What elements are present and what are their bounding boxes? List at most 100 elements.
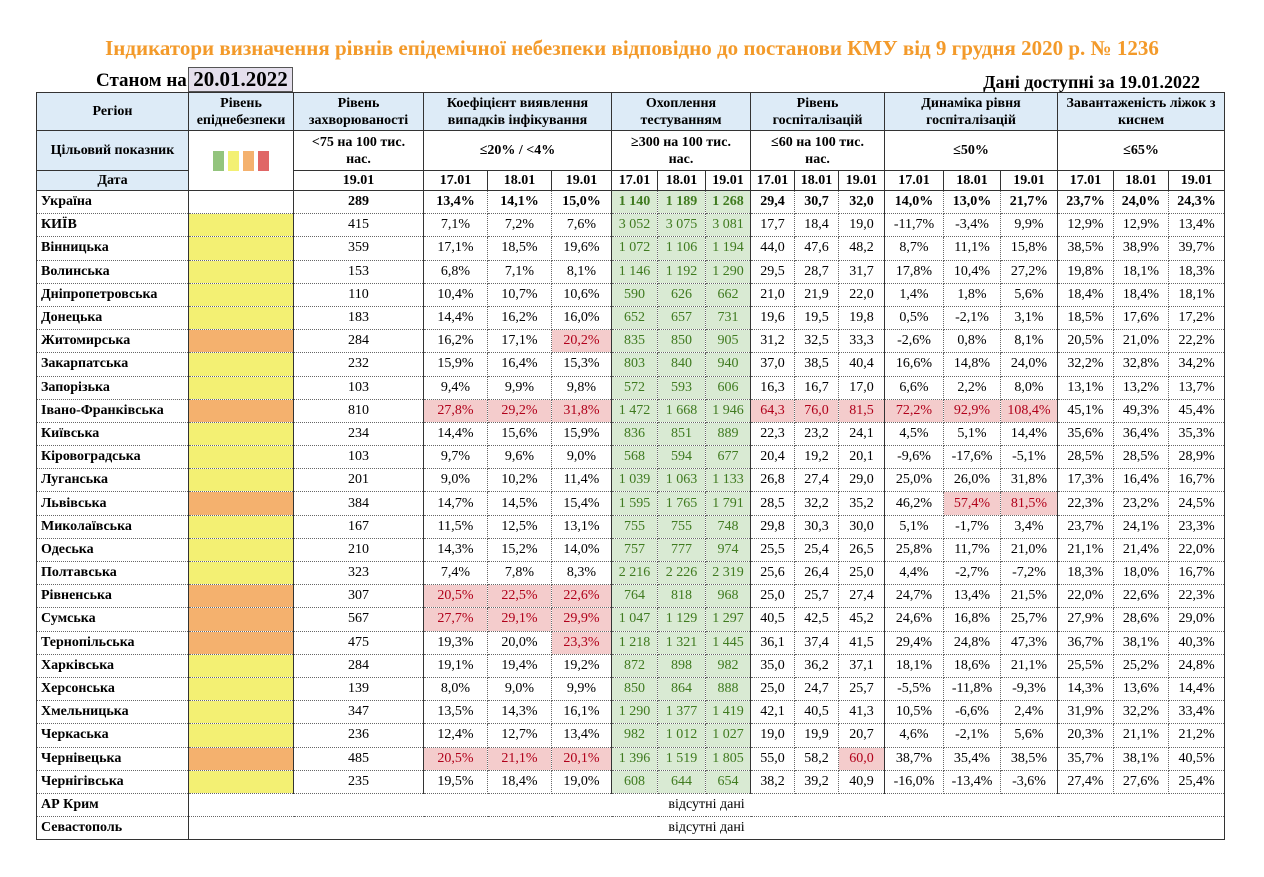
- hosp-value: 29,0: [838, 468, 886, 493]
- test-value: 840: [657, 352, 706, 377]
- coef-value: 9,0%: [487, 676, 552, 702]
- coef-value: 9,8%: [551, 375, 612, 400]
- hosp-value: 25,5: [750, 537, 796, 563]
- dyn-value: 24,6%: [884, 607, 945, 632]
- hosp-value: 16,7: [794, 375, 840, 400]
- table-row: Одеська 210 14,3% 15,2% 14,0% 757 777 974 25,5 25…: [36, 537, 1226, 563]
- test-value: 2 319: [704, 560, 752, 586]
- test-value: 850: [611, 676, 658, 702]
- test-value: 626: [657, 282, 706, 307]
- hosp-value: 35,0: [750, 653, 796, 678]
- dyn-value: 9,9%: [1000, 213, 1059, 238]
- date-dyn-0: 17.01: [884, 170, 945, 191]
- beds-value: 36,4%: [1113, 421, 1170, 447]
- table-row: Черкаська 236 12,4% 12,7% 13,4% 982 1 012 1 027…: [36, 723, 1226, 748]
- region-name: Кіровоградська: [36, 445, 189, 470]
- coef-value: 14,4%: [423, 305, 488, 331]
- level-legend: [188, 130, 294, 191]
- hosp-value: 32,2: [794, 491, 840, 516]
- incidence-value: 307: [293, 584, 424, 609]
- beds-value: 45,1%: [1057, 398, 1115, 423]
- coef-value: 19,2%: [551, 653, 612, 678]
- region-name: Донецька: [36, 305, 189, 331]
- beds-value: 17,3%: [1057, 468, 1115, 493]
- dyn-value: 2,4%: [1000, 700, 1059, 725]
- dyn-value: 24,7%: [884, 584, 945, 609]
- test-value: 777: [657, 537, 706, 563]
- danger-level-cell: [188, 236, 294, 261]
- date-test-2: 19.01: [704, 170, 752, 191]
- test-value: 1 072: [611, 236, 658, 261]
- beds-value: 16,7%: [1168, 468, 1226, 493]
- date-coef-0: 17.01: [423, 170, 488, 191]
- test-value: 872: [611, 653, 658, 678]
- beds-value: 23,7%: [1057, 514, 1115, 539]
- beds-value: 16,7%: [1168, 560, 1226, 586]
- coef-value: 22,6%: [551, 584, 612, 609]
- dyn-value: 13,0%: [943, 189, 1002, 215]
- beds-value: 25,4%: [1168, 769, 1226, 794]
- test-value: 590: [611, 282, 658, 307]
- coef-value: 14,3%: [423, 537, 488, 563]
- region-name: Львівська: [36, 491, 189, 516]
- dyn-value: 11,7%: [943, 537, 1002, 563]
- danger-level-cell: [188, 769, 294, 794]
- coef-value: 19,6%: [551, 236, 612, 261]
- hosp-value: 35,2: [838, 491, 886, 516]
- test-value: 1 946: [704, 398, 752, 423]
- hosp-value: 25,7: [838, 676, 886, 702]
- danger-level-cell: [188, 282, 294, 307]
- beds-value: 32,8%: [1113, 352, 1170, 377]
- date-coef-2: 19.01: [551, 170, 612, 191]
- beds-value: 38,1%: [1113, 746, 1170, 771]
- dyn-value: 72,2%: [884, 398, 945, 423]
- beds-value: 14,3%: [1057, 676, 1115, 702]
- hosp-value: 45,2: [838, 607, 886, 632]
- dyn-value: 14,0%: [884, 189, 945, 215]
- test-value: 1 063: [657, 468, 706, 493]
- target-label: Цільовий показник: [36, 130, 189, 171]
- test-value: 1 106: [657, 236, 706, 261]
- target-beds: ≤65%: [1057, 130, 1226, 171]
- hosp-value: 40,9: [838, 769, 886, 794]
- hosp-value: 36,2: [794, 653, 840, 678]
- dyn-value: 13,4%: [943, 584, 1002, 609]
- hosp-value: 19,6: [750, 305, 796, 331]
- beds-value: 27,9%: [1057, 607, 1115, 632]
- hosp-value: 32,5: [794, 329, 840, 354]
- dyn-value: 21,7%: [1000, 189, 1059, 215]
- coef-value: 14,0%: [551, 537, 612, 563]
- table-row-ukraine: Україна 289 13,4% 14,1% 15,0% 1 140 1 189 1 268…: [36, 189, 1226, 215]
- coef-value: 9,7%: [423, 445, 488, 470]
- coef-value: 7,4%: [423, 560, 488, 586]
- test-value: 1 396: [611, 746, 658, 771]
- table-row: Сумська 567 27,7% 29,1% 29,9% 1 047 1 129 1 297…: [36, 607, 1226, 632]
- table-row: Полтавська 323 7,4% 7,8% 8,3% 2 216 2 226 2 319…: [36, 560, 1226, 586]
- beds-value: 18,3%: [1168, 259, 1226, 284]
- test-value: 3 052: [611, 213, 658, 238]
- test-value: 850: [657, 329, 706, 354]
- test-value: 1 519: [657, 746, 706, 771]
- table-row: Хмельницька 347 13,5% 14,3% 16,1% 1 290 1 377 1…: [36, 700, 1226, 725]
- test-value: 3 081: [704, 213, 752, 238]
- hosp-value: 28,7: [794, 259, 840, 284]
- test-value: 593: [657, 375, 706, 400]
- dyn-value: -1,7%: [943, 514, 1002, 539]
- test-value: 572: [611, 375, 658, 400]
- incidence-date: 19.01: [293, 170, 424, 191]
- test-value: 968: [704, 584, 752, 609]
- date-hosp-0: 17.01: [750, 170, 796, 191]
- beds-value: 13,6%: [1113, 676, 1170, 702]
- incidence-value: 475: [293, 630, 424, 655]
- dyn-value: 38,5%: [1000, 746, 1059, 771]
- dyn-value: 38,7%: [884, 746, 945, 771]
- date-beds-1: 18.01: [1113, 170, 1170, 191]
- header-hosp: Рівень госпіталізацій: [750, 92, 886, 131]
- dyn-value: 0,8%: [943, 329, 1002, 354]
- region-name: Чернігівська: [36, 769, 189, 794]
- test-value: 1 268: [704, 189, 752, 215]
- beds-value: 16,4%: [1113, 468, 1170, 493]
- orange-level-swatch: [243, 150, 254, 171]
- coef-value: 27,8%: [423, 398, 488, 423]
- beds-value: 39,7%: [1168, 236, 1226, 261]
